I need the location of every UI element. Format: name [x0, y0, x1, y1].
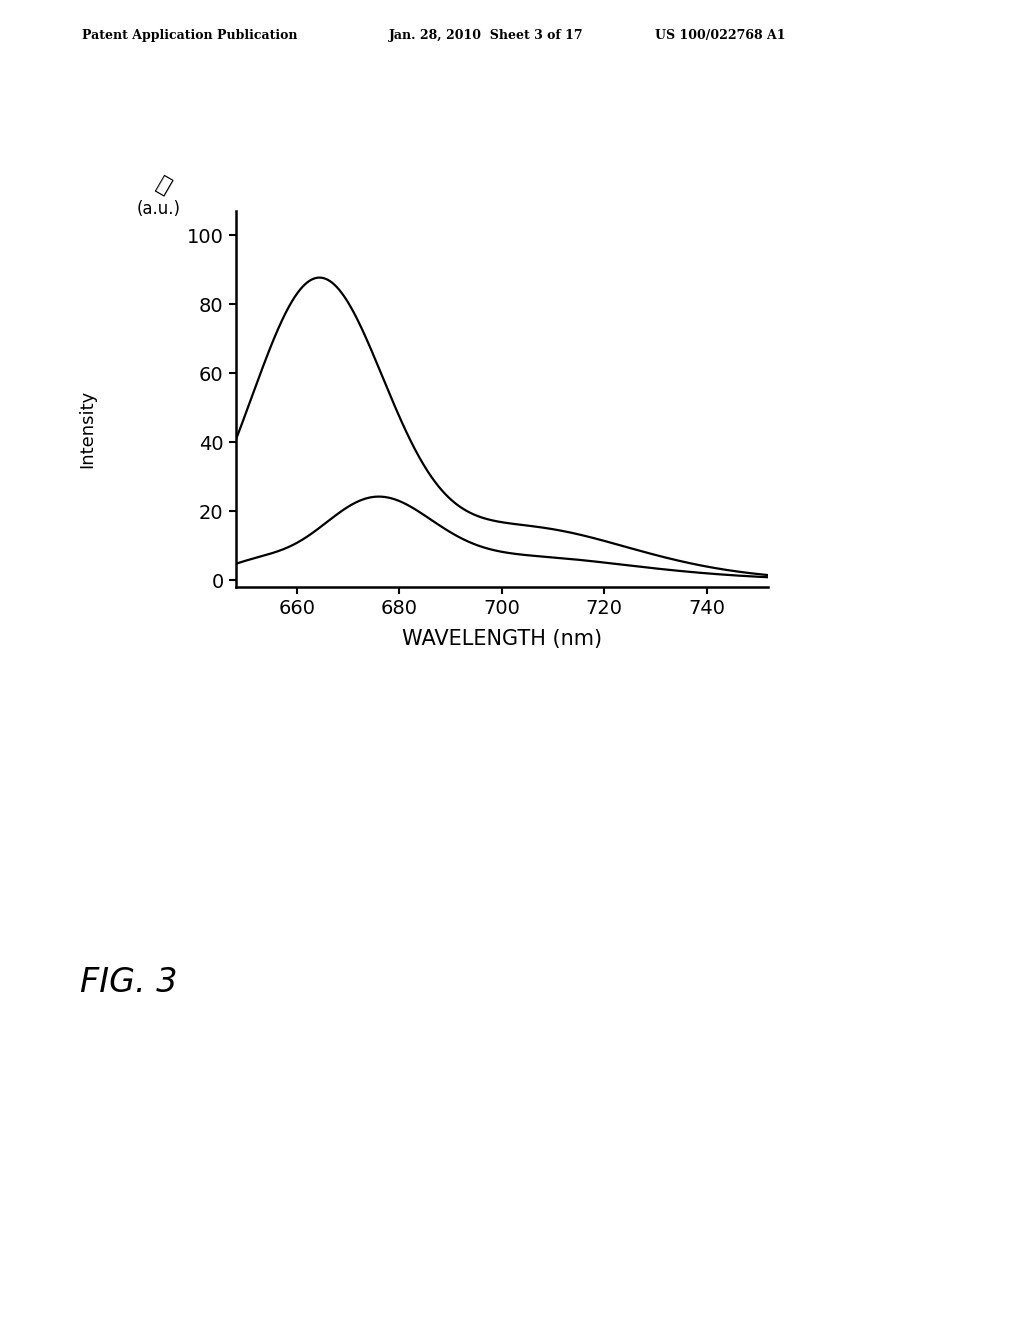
Text: (a.u.): (a.u.): [137, 199, 180, 218]
Text: Intensity: Intensity: [78, 389, 96, 469]
Text: 〈: 〈: [153, 174, 175, 198]
Text: Jan. 28, 2010  Sheet 3 of 17: Jan. 28, 2010 Sheet 3 of 17: [389, 29, 584, 42]
Text: FIG. 3: FIG. 3: [80, 966, 177, 999]
Text: US 100/022768 A1: US 100/022768 A1: [655, 29, 785, 42]
X-axis label: WAVELENGTH (nm): WAVELENGTH (nm): [401, 630, 602, 649]
Text: Patent Application Publication: Patent Application Publication: [82, 29, 297, 42]
